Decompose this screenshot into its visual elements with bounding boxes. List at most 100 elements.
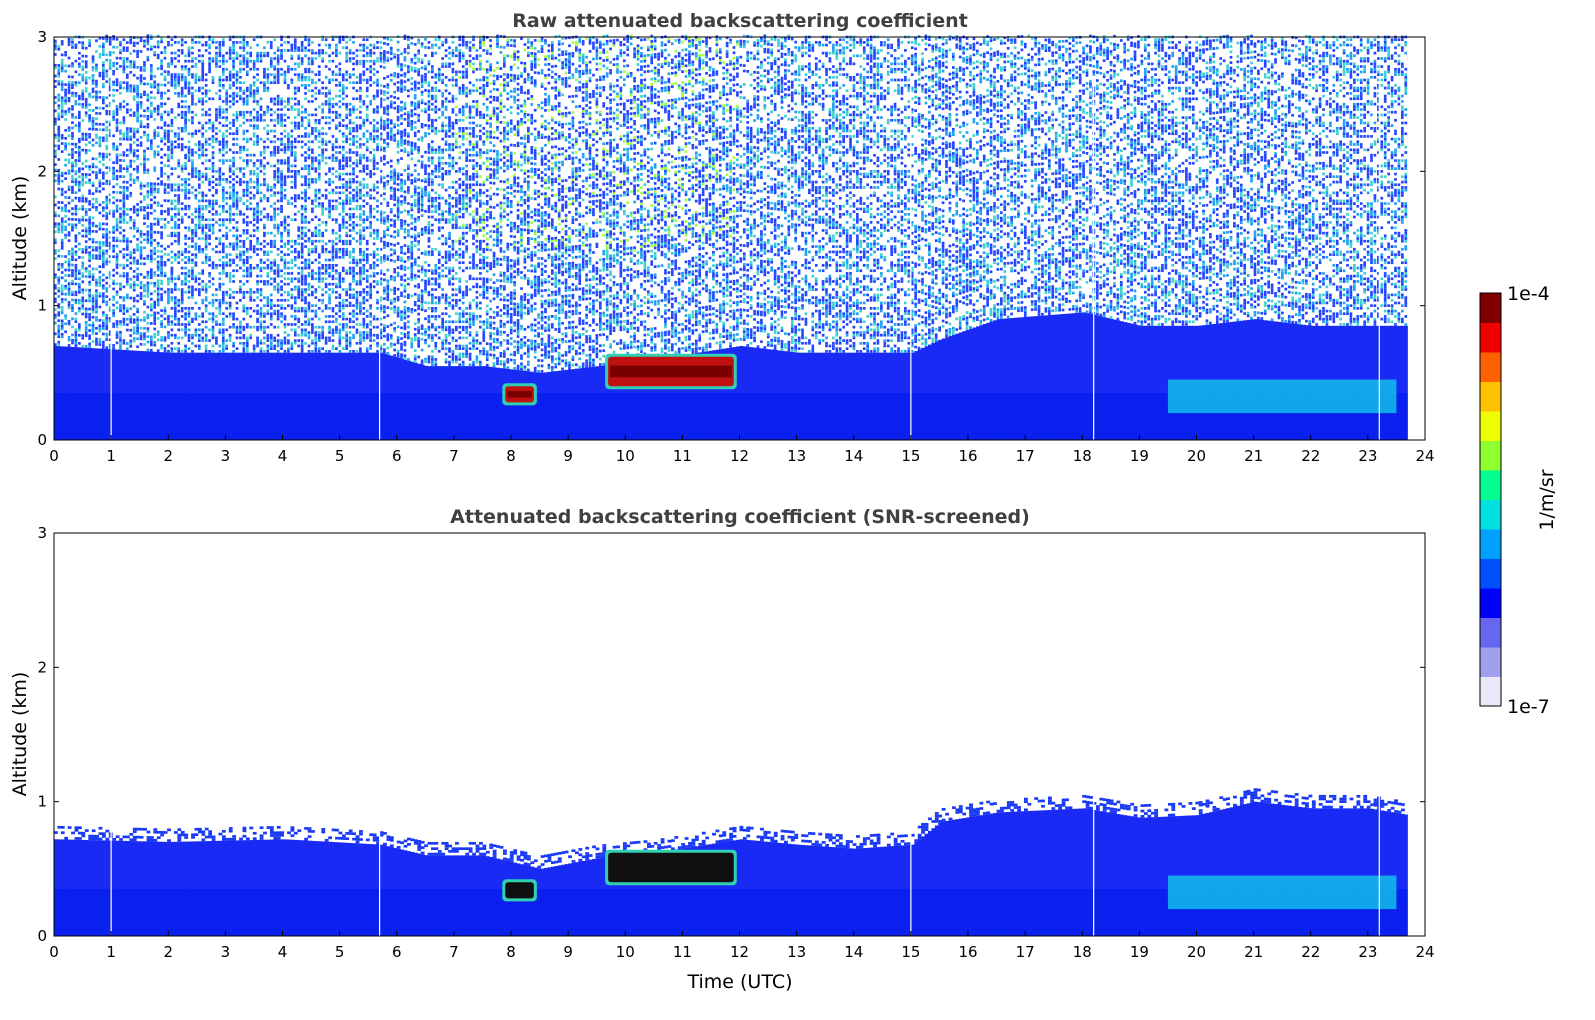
- noise-cell: [167, 156, 170, 160]
- noise-cell: [91, 229, 95, 233]
- noise-cell: [276, 116, 280, 119]
- noise-cell: [221, 161, 225, 165]
- noise-cell: [239, 239, 242, 243]
- noise-cell: [139, 66, 143, 69]
- noise-cell: [84, 267, 88, 270]
- surface-layer-cell: [239, 392, 243, 440]
- noise-cell: [256, 188, 259, 192]
- noise-cell: [201, 70, 205, 74]
- noise-cell: [84, 251, 88, 254]
- noise-cell: [64, 206, 67, 210]
- noise-cell: [221, 59, 225, 63]
- noise-cell: [143, 195, 146, 199]
- noise-cell: [252, 194, 256, 197]
- noise-cell: [215, 46, 218, 50]
- noise-cell: [331, 135, 335, 138]
- noise-cell: [218, 121, 222, 125]
- noise-cell: [77, 333, 81, 337]
- noise-cell: [239, 70, 242, 74]
- noise-cell: [101, 85, 105, 89]
- noise-cell: [184, 153, 187, 157]
- noise-cell: [54, 321, 57, 325]
- noise-cell: [266, 78, 270, 82]
- noise-cell: [287, 67, 290, 71]
- noise-cell: [239, 323, 242, 326]
- noise-cell: [167, 245, 170, 248]
- noise-cell: [311, 89, 314, 93]
- noise-cell: [249, 239, 253, 243]
- noise-cell: [297, 102, 301, 106]
- noise-cell: [290, 272, 294, 275]
- noise-cell: [115, 88, 119, 92]
- noise-cell: [143, 66, 146, 70]
- noise-cell: [67, 336, 71, 339]
- noise-cell: [170, 290, 174, 294]
- noise-cell: [153, 341, 157, 344]
- noise-cell: [84, 299, 88, 303]
- noise-cell: [328, 169, 331, 173]
- noise-cell: [88, 108, 91, 112]
- noise-cell: [280, 304, 283, 308]
- noise-cell: [149, 85, 153, 89]
- noise-cell: [252, 89, 256, 93]
- noise-cell: [266, 347, 270, 350]
- noise-cell: [266, 41, 270, 44]
- noise-cell: [283, 118, 287, 122]
- noise-cell: [249, 178, 253, 181]
- noise-cell: [64, 94, 67, 97]
- noise-cell: [269, 304, 273, 308]
- noise-cell: [321, 127, 325, 130]
- noise-cell: [293, 156, 297, 160]
- noise-cell: [146, 47, 150, 51]
- noise-cell: [211, 282, 215, 286]
- noise-cell: [81, 41, 85, 44]
- noise-cell: [197, 212, 201, 216]
- noise-cell: [54, 109, 57, 113]
- noise-cell: [259, 105, 263, 109]
- noise-cell: [228, 304, 232, 308]
- noise-cell: [101, 222, 105, 226]
- noise-cell: [338, 172, 342, 176]
- noise-cell: [64, 255, 67, 258]
- noise-cell: [300, 255, 304, 259]
- noise-cell: [276, 309, 280, 313]
- noise-cell: [115, 105, 119, 108]
- noise-cell: [60, 64, 64, 67]
- noise-cell: [283, 183, 287, 187]
- noise-cell: [180, 272, 184, 275]
- noise-cell: [290, 135, 294, 138]
- noise-cell: [263, 148, 266, 152]
- noise-cell: [317, 231, 321, 235]
- noise-cell: [177, 237, 181, 240]
- noise-cell: [105, 69, 109, 73]
- noise-cell: [290, 328, 294, 332]
- noise-cell: [239, 234, 242, 238]
- surface-layer-cell: [77, 392, 82, 440]
- noise-cell: [245, 349, 249, 353]
- noise-cell: [146, 42, 150, 46]
- noise-cell: [317, 92, 321, 95]
- noise-cell: [88, 44, 91, 48]
- noise-cell: [74, 301, 78, 305]
- noise-cell: [81, 301, 85, 305]
- noise-cell: [95, 257, 98, 260]
- noise-cell: [256, 202, 259, 205]
- noise-cell: [60, 306, 64, 309]
- noise-cell: [163, 325, 167, 329]
- noise-cell: [287, 231, 290, 235]
- noise-cell: [331, 199, 335, 203]
- noise-cell: [115, 306, 119, 310]
- noise-cell: [67, 88, 71, 92]
- noise-cell: [293, 333, 297, 337]
- noise-cell: [119, 322, 122, 326]
- noise-cell: [300, 269, 304, 273]
- noise-cell: [163, 253, 167, 256]
- surface-layer-cell: [156, 392, 161, 440]
- noise-cell: [293, 43, 297, 47]
- noise-cell: [338, 239, 342, 243]
- noise-cell: [132, 149, 136, 152]
- noise-cell: [245, 221, 249, 224]
- noise-cell: [252, 108, 256, 111]
- noise-cell: [314, 309, 318, 313]
- noise-cell: [235, 234, 239, 238]
